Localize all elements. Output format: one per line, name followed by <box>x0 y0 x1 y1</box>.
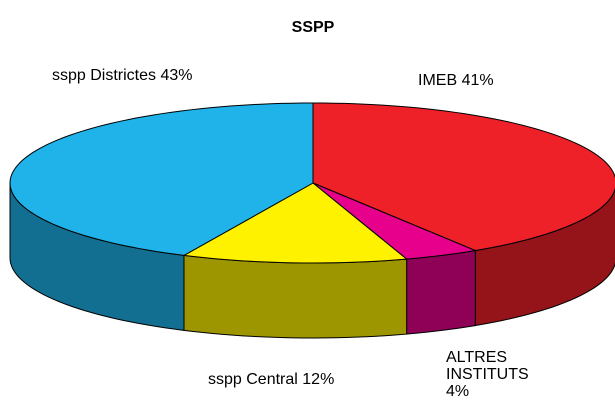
slice-label: sspp Districtes 43% <box>52 67 193 84</box>
slice-label: sspp Central 12% <box>208 371 334 388</box>
value-label: 43% <box>160 67 192 84</box>
slice-label: IMEB 41% <box>418 72 494 89</box>
value-label: 41% <box>462 72 494 89</box>
category-label: IMEB <box>418 72 457 89</box>
pie-slice <box>312 102 615 252</box>
pie-side <box>406 249 476 335</box>
value-label: 4% <box>446 383 469 400</box>
pie-slice <box>9 102 314 256</box>
pie-side <box>183 254 408 339</box>
chart-title: SSPP <box>292 19 335 36</box>
pie-slice <box>312 182 478 260</box>
category-label: ALTRES INSTITUTS <box>446 349 529 383</box>
value-label: 12% <box>302 371 334 388</box>
category-label: sspp Central <box>208 371 298 388</box>
category-label: sspp Districtes <box>52 67 156 84</box>
pie-slice <box>182 182 408 264</box>
